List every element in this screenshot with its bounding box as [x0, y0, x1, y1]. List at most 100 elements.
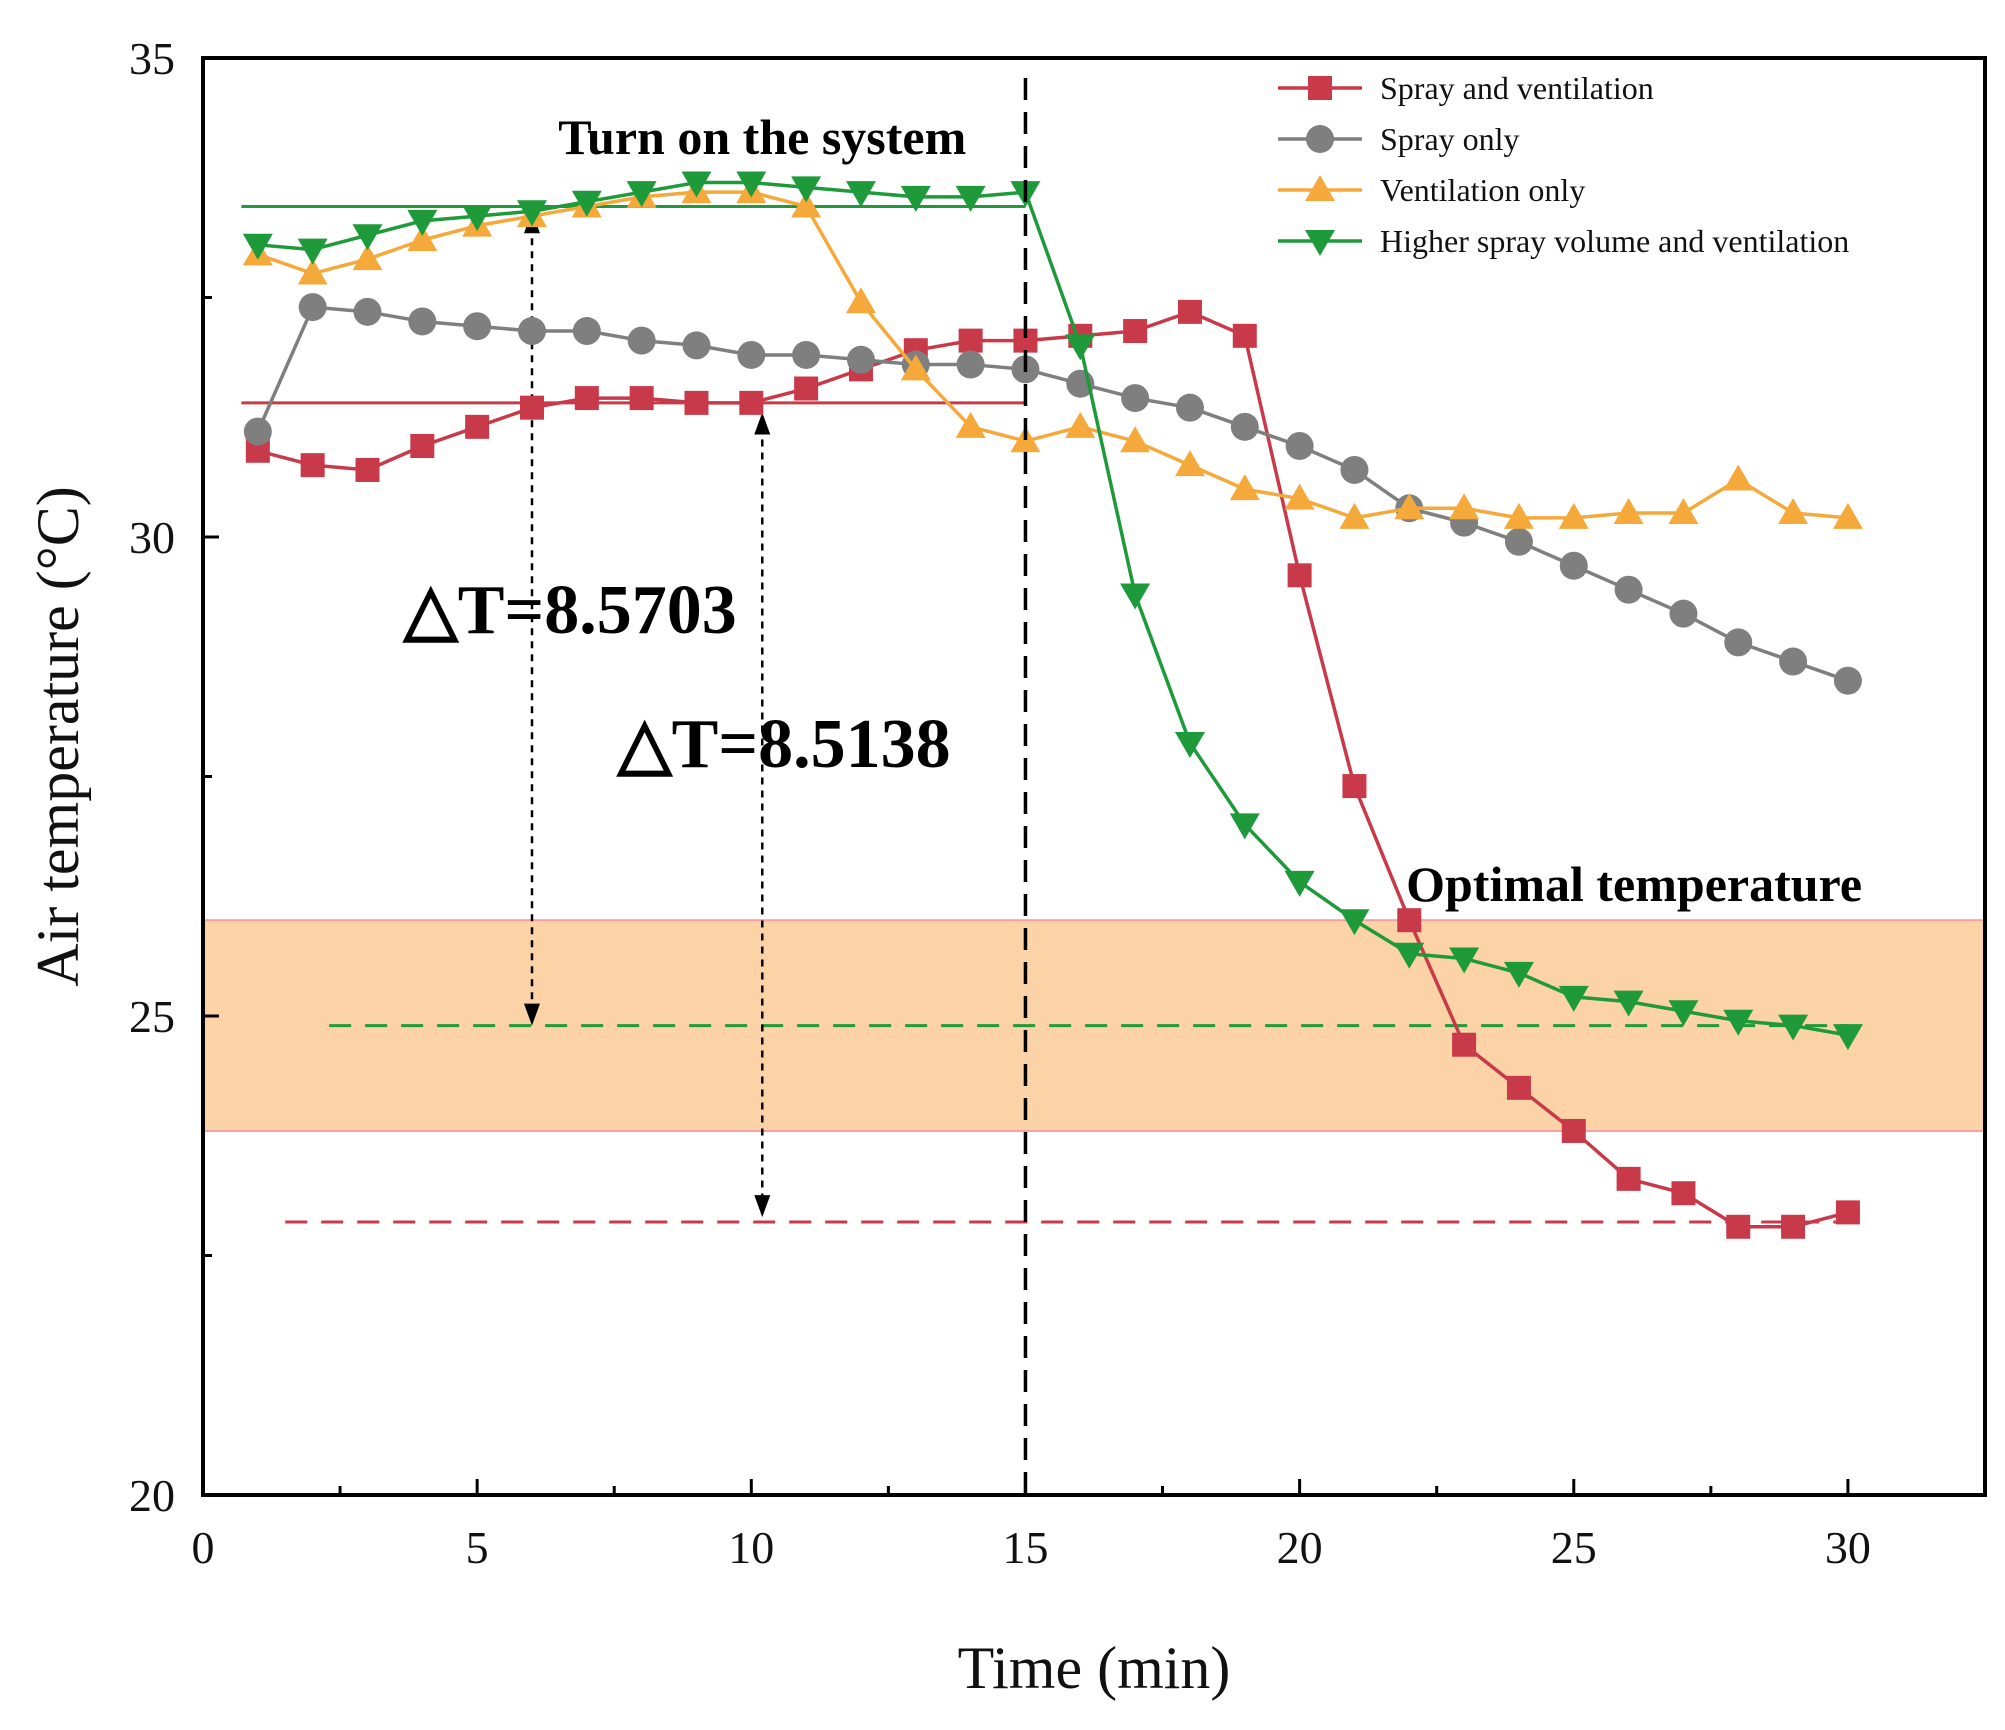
data-point — [1503, 502, 1534, 529]
data-point — [845, 181, 876, 208]
data-point — [1503, 961, 1534, 988]
data-point — [1561, 1118, 1586, 1143]
series-line — [257, 180, 1849, 1037]
data-point — [410, 433, 435, 458]
legend-marker — [1306, 125, 1334, 153]
data-point — [462, 205, 493, 232]
data-point — [1835, 1200, 1860, 1225]
data-point — [297, 258, 328, 285]
data-point — [355, 457, 380, 482]
series-2 — [242, 177, 1863, 529]
data-point — [1778, 1014, 1809, 1041]
data-point — [1174, 450, 1205, 477]
data-point — [900, 354, 931, 381]
data-point — [1174, 731, 1205, 758]
data-point — [519, 395, 544, 420]
y-axis-title: Air temperature (°C) — [25, 486, 91, 986]
data-point — [736, 171, 767, 198]
data-point — [516, 200, 547, 227]
delta-arrow-head-bottom — [523, 1003, 540, 1026]
data-point — [737, 340, 766, 369]
delta-arrow-head-top — [754, 412, 771, 435]
data-point — [791, 176, 822, 203]
data-point — [1287, 563, 1312, 588]
data-point — [407, 225, 438, 252]
data-point — [629, 386, 654, 411]
data-point — [245, 438, 270, 463]
x-tick-label: 15 — [1002, 1522, 1048, 1573]
data-point — [1449, 947, 1480, 974]
y-tick-label: 25 — [129, 991, 175, 1042]
annotation-0: Turn on the system — [558, 109, 966, 165]
data-point — [1229, 813, 1260, 840]
data-point — [1726, 1214, 1751, 1239]
legend-marker — [1305, 175, 1335, 201]
data-point — [1668, 1000, 1699, 1027]
plot-frame — [201, 56, 1987, 1497]
data-point — [1123, 319, 1148, 344]
annotation-3: △T=8.5138 — [616, 706, 951, 783]
data-point — [1232, 323, 1257, 348]
x-tick-label: 5 — [466, 1522, 489, 1573]
data-point — [626, 181, 657, 208]
data-point — [1669, 599, 1698, 628]
x-tick-label: 20 — [1277, 1522, 1323, 1573]
data-point — [1778, 498, 1809, 525]
data-point — [352, 224, 383, 251]
data-point — [1832, 1024, 1863, 1051]
annotation-1: Optimal temperature — [1406, 856, 1862, 912]
data-point — [684, 390, 709, 415]
data-point — [407, 209, 438, 236]
data-point — [1506, 1075, 1531, 1100]
data-point — [243, 417, 272, 446]
data-point — [846, 345, 875, 374]
data-point — [300, 453, 325, 478]
legend-label: Spray and ventilation — [1380, 70, 1654, 106]
data-point — [682, 331, 711, 360]
data-point — [1120, 583, 1151, 610]
data-point — [1781, 1214, 1806, 1239]
legend-marker — [1308, 76, 1332, 100]
data-point — [1559, 551, 1588, 580]
data-point — [408, 307, 437, 336]
data-point — [1671, 1181, 1696, 1206]
data-point — [1394, 493, 1425, 520]
data-point — [1340, 455, 1369, 484]
data-point — [681, 171, 712, 198]
data-point — [1065, 411, 1096, 438]
delta-arrow-head-bottom — [754, 1195, 771, 1218]
data-point — [1065, 334, 1096, 361]
data-point — [1285, 431, 1314, 460]
legend-label: Ventilation only — [1380, 172, 1585, 208]
data-point — [955, 411, 986, 438]
x-tick-label: 25 — [1551, 1522, 1597, 1573]
data-point — [571, 190, 602, 217]
data-point — [1558, 985, 1589, 1012]
legend-item: Higher spray volume and ventilation — [1278, 223, 1849, 259]
data-point — [794, 376, 819, 401]
data-point — [1779, 647, 1808, 676]
data-point — [572, 317, 601, 346]
data-point — [627, 326, 656, 355]
data-point — [1229, 474, 1260, 501]
legend-marker — [1305, 230, 1335, 256]
data-point — [353, 297, 382, 326]
data-point — [739, 390, 764, 415]
data-point — [1397, 908, 1422, 933]
data-point — [791, 191, 822, 218]
data-point — [1724, 628, 1753, 657]
data-point — [955, 185, 986, 212]
data-point — [463, 312, 492, 341]
data-point — [1452, 1032, 1477, 1057]
data-point — [517, 317, 546, 346]
data-point — [1832, 502, 1863, 529]
data-point — [1614, 575, 1643, 604]
x-tick-label: 30 — [1825, 1522, 1871, 1573]
data-point — [1342, 774, 1367, 799]
annotation-2: △T=8.5703 — [402, 572, 737, 649]
data-point — [956, 350, 985, 379]
data-point — [1339, 502, 1370, 529]
data-point — [1723, 464, 1754, 491]
legend-item: Spray and ventilation — [1278, 70, 1654, 106]
